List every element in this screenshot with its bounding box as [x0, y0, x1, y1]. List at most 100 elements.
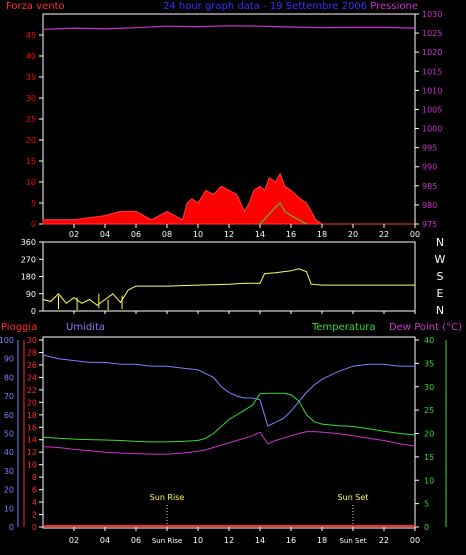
pressure-tick-label: 980 [422, 201, 437, 210]
dir-tick-label: 360 [21, 238, 36, 247]
wind-tick-label: 10 [26, 178, 36, 187]
wind-x-tick-label: 00 [410, 230, 420, 239]
pressure-label: Pressione [370, 1, 418, 12]
wind-x-tick-label: 06 [131, 230, 141, 239]
wind-tick-label: 40 [26, 52, 36, 61]
wind-x-tick-label: 14 [255, 230, 265, 239]
rain-tick-label: 2 [32, 511, 37, 520]
gust-area [42, 172, 415, 225]
rain-tick-label: 4 [32, 498, 37, 507]
rain-tick-label: 26 [27, 361, 37, 370]
humidity-pct-tick-label: 20 [4, 486, 14, 495]
temperature-line [42, 392, 416, 443]
bottom-x-tick-label: 06 [131, 536, 141, 545]
rain-tick-label: 18 [27, 411, 37, 420]
wind-tick-label: 0 [31, 220, 36, 229]
dewpoint-line [42, 431, 416, 455]
dewpoint-label: Dew Point (°C) [389, 322, 462, 333]
dir-tick-label: 180 [21, 273, 36, 282]
compass-label: N [436, 304, 444, 317]
rain-tick-label: 20 [27, 398, 37, 407]
wind-x-tick-label: 04 [100, 230, 110, 239]
pressure-tick-label: 1010 [422, 86, 442, 95]
wind-x-tick-label: 08 [162, 230, 172, 239]
rain-tick-label: 14 [27, 436, 37, 445]
wind-x-tick-label: 12 [224, 230, 234, 239]
bottom-x-tick-label: 16 [286, 536, 296, 545]
wind-bar [166, 219, 168, 224]
wind-tick-label: 25 [26, 115, 36, 124]
pressure-tick-label: 1020 [422, 48, 442, 57]
rain-label: Pioggia [1, 322, 37, 333]
wind-x-tick-label: 18 [317, 230, 327, 239]
humidity-pct-tick-label: 0 [9, 523, 14, 532]
pressure-tick-label: 990 [422, 163, 437, 172]
sun-rise-label: Sun Rise [150, 493, 185, 502]
temp-tick-label: 10 [424, 476, 434, 485]
wind-panel: 0510152025303540459759809859909951000100… [26, 10, 443, 239]
humidity-pct-tick-label: 10 [4, 504, 14, 513]
pressure-tick-label: 1030 [422, 10, 442, 19]
bottom-x-tick-label: 22 [379, 536, 389, 545]
dir-tick-label: 90 [26, 290, 36, 299]
pressure-tick-label: 995 [422, 144, 437, 153]
pressure-line [42, 25, 416, 30]
chart-title: 24 hour graph data - 19 Settembre 2006 [163, 1, 367, 12]
temp-tick-label: 15 [424, 453, 434, 462]
bottom-x-tick-label: 14 [255, 536, 265, 545]
wind-tick-label: 45 [26, 31, 36, 40]
pressure-tick-label: 1005 [422, 105, 442, 114]
humidity-pct-tick-label: 60 [4, 411, 14, 420]
wind-label: Forza vento [6, 1, 65, 12]
pressure-tick-label: 1015 [422, 67, 442, 76]
bottom-x-tick-label: 10 [193, 536, 203, 545]
wind-x-tick-label: 10 [193, 230, 203, 239]
wind-x-tick-label: 02 [69, 230, 79, 239]
wind-tick-label: 35 [26, 73, 36, 82]
pressure-tick-label: 1000 [422, 125, 442, 134]
bottom-x-tick-label: Sun Set [339, 537, 366, 545]
humidity-pct-tick-label: 80 [4, 373, 14, 382]
rain-tick-label: 0 [32, 523, 37, 532]
temp-tick-label: 30 [424, 383, 434, 392]
humidity-pct-tick-label: 100 [0, 336, 14, 345]
humidity-label: Umidita [66, 322, 105, 333]
wind-tick-label: 15 [26, 157, 36, 166]
pressure-tick-label: 1025 [422, 29, 442, 38]
dir-tick-label: 0 [31, 307, 36, 316]
dir-tick-label: 270 [21, 255, 36, 264]
rain-tick-label: 30 [27, 336, 37, 345]
temp-tick-label: 0 [424, 523, 429, 532]
compass-label: E [437, 287, 444, 300]
temperature-label: Temperatura [311, 322, 376, 333]
compass-label: N [436, 236, 444, 249]
rain-tick-label: 16 [27, 423, 37, 432]
rain-tick-label: 24 [27, 373, 37, 382]
humidity-pct-tick-label: 40 [4, 448, 14, 457]
bottom-x-tick-label: 18 [317, 536, 327, 545]
bottom-x-tick-label: 04 [100, 536, 110, 545]
compass-label: W [435, 253, 446, 266]
bottom-x-tick-label: 00 [410, 536, 420, 545]
bottom-x-tick-label: 12 [224, 536, 234, 545]
rain-tick-label: 22 [27, 386, 37, 395]
temp-tick-label: 5 [424, 500, 429, 509]
rain-tick-label: 10 [27, 461, 37, 470]
pressure-tick-label: 975 [422, 220, 437, 229]
humidity-pct-tick-label: 70 [4, 392, 14, 401]
sun-set-label: Sun Set [338, 493, 369, 502]
humidity-pct-tick-label: 30 [4, 467, 14, 476]
wind-x-tick-label: 20 [348, 230, 358, 239]
compass-label: S [437, 270, 444, 283]
bottom-x-tick-label: Sun Rise [152, 537, 182, 545]
humidity-pct-tick-label: 90 [4, 355, 14, 364]
avg-wind-line [259, 202, 307, 225]
wind-bar [181, 219, 184, 224]
wind-tick-label: 20 [26, 136, 36, 145]
temp-tick-label: 40 [424, 336, 434, 345]
temp-tick-label: 25 [424, 406, 434, 415]
rain-tick-label: 8 [32, 473, 37, 482]
